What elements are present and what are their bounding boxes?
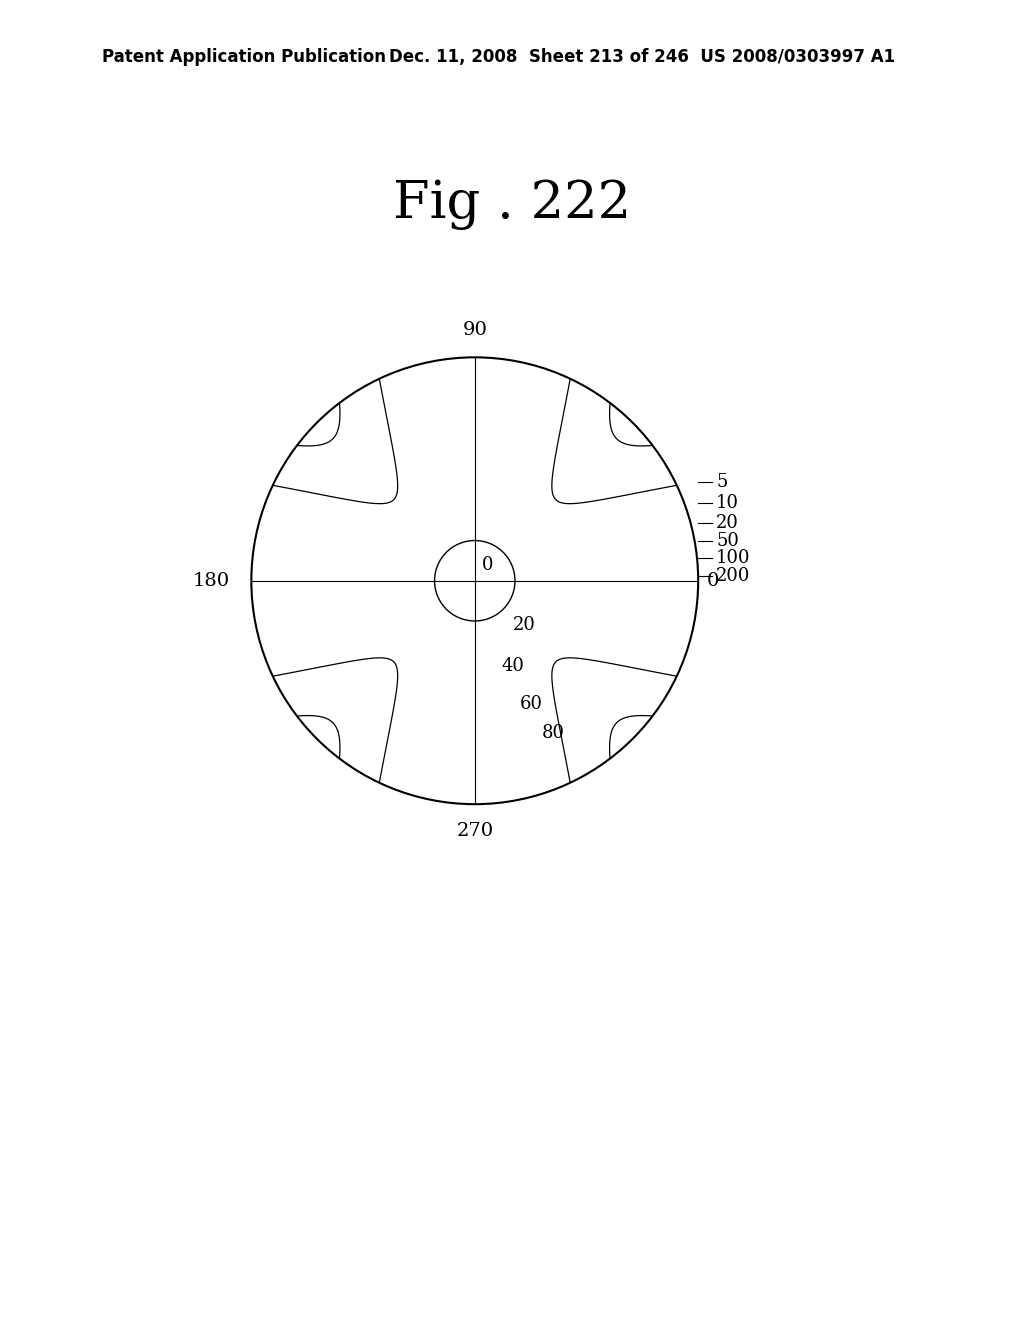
Text: 20: 20 <box>513 616 536 635</box>
Point <box>467 570 483 591</box>
Point <box>467 570 483 591</box>
Text: 100: 100 <box>716 549 751 568</box>
Text: 180: 180 <box>193 572 230 590</box>
Text: 0: 0 <box>708 572 720 590</box>
Text: 50: 50 <box>716 532 739 549</box>
Text: Fig . 222: Fig . 222 <box>393 180 631 230</box>
Point <box>467 570 483 591</box>
Point <box>467 570 483 591</box>
Text: 90: 90 <box>462 322 487 339</box>
Point <box>467 570 483 591</box>
Text: 80: 80 <box>542 723 565 742</box>
Text: Dec. 11, 2008  Sheet 213 of 246  US 2008/0303997 A1: Dec. 11, 2008 Sheet 213 of 246 US 2008/0… <box>389 48 895 66</box>
Text: 40: 40 <box>502 656 524 675</box>
Text: 5: 5 <box>716 474 727 491</box>
Text: 10: 10 <box>716 494 739 512</box>
Point <box>467 570 483 591</box>
Text: 200: 200 <box>716 568 751 585</box>
Text: Patent Application Publication: Patent Application Publication <box>102 48 386 66</box>
Point <box>467 570 483 591</box>
Point <box>467 570 483 591</box>
Text: 270: 270 <box>457 822 494 840</box>
Text: 60: 60 <box>519 694 543 713</box>
Point <box>467 570 483 591</box>
Text: 20: 20 <box>716 513 739 532</box>
Text: 0: 0 <box>481 556 493 574</box>
